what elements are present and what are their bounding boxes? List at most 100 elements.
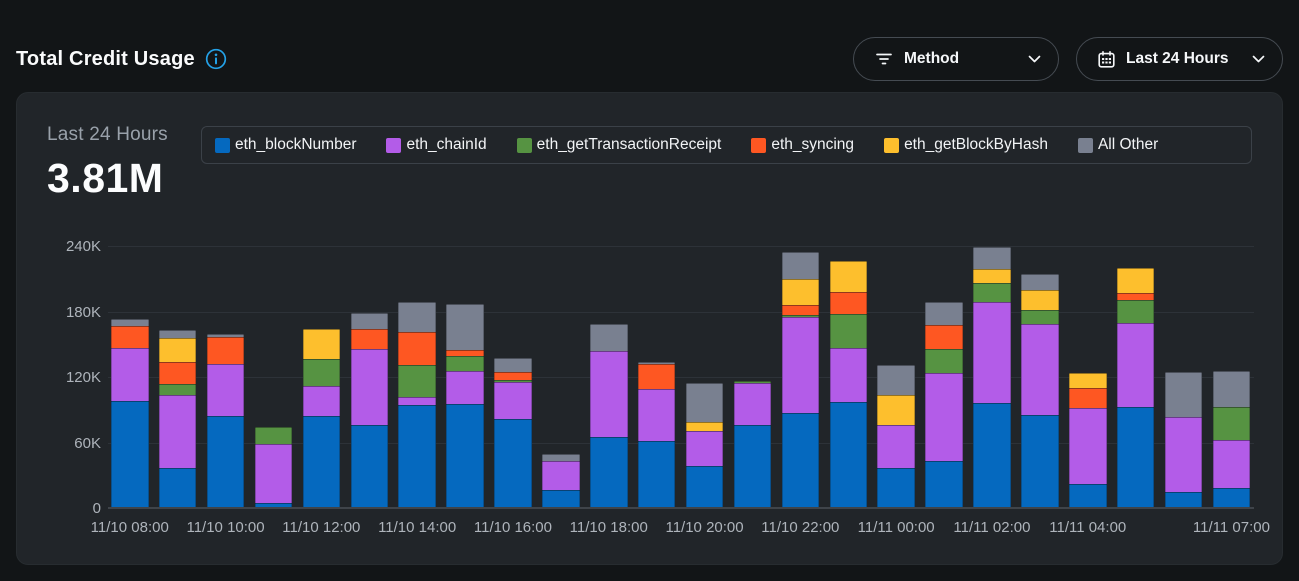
bar-segment-eth-chainId[interactable] <box>590 351 628 437</box>
bar-segment-eth-chainId[interactable] <box>877 425 915 468</box>
bar-segment-eth-getBlockByHash[interactable] <box>158 337 197 362</box>
bar-segment-eth-blockNumber[interactable] <box>1212 488 1251 507</box>
bar-segment-eth-getTransactionReceipt[interactable] <box>158 384 197 396</box>
bar-segment-eth-blockNumber[interactable] <box>111 401 149 507</box>
bar[interactable] <box>637 361 676 507</box>
bar-segment-eth-getTransactionReceipt[interactable] <box>494 379 532 383</box>
bar[interactable] <box>1021 273 1059 507</box>
bar-segment-eth-getBlockByHash[interactable] <box>685 422 724 432</box>
bar-segment-eth-blockNumber[interactable] <box>494 418 532 507</box>
bar-segment-eth-blockNumber[interactable] <box>206 415 245 507</box>
bar-segment-eth-getBlockByHash[interactable] <box>1069 373 1107 389</box>
bar-segment-All Other[interactable] <box>877 364 915 395</box>
bar-segment-All Other[interactable] <box>973 247 1011 270</box>
bar[interactable] <box>685 382 724 507</box>
bar-segment-eth-blockNumber[interactable] <box>1021 414 1059 507</box>
bar-segment-eth-getTransactionReceipt[interactable] <box>1212 407 1251 441</box>
bar[interactable] <box>446 303 484 507</box>
bar-segment-eth-syncing[interactable] <box>781 304 820 315</box>
bar-segment-eth-blockNumber[interactable] <box>158 467 197 507</box>
bar-segment-eth-getBlockByHash[interactable] <box>973 269 1011 284</box>
bar-segment-eth-syncing[interactable] <box>158 361 197 385</box>
bar-segment-eth-chainId[interactable] <box>494 382 532 419</box>
bar-segment-eth-syncing[interactable] <box>1069 388 1107 409</box>
bar-segment-eth-getTransactionReceipt[interactable] <box>781 314 820 317</box>
bar[interactable] <box>350 313 388 507</box>
bar-segment-eth-blockNumber[interactable] <box>637 440 676 507</box>
bar-segment-eth-blockNumber[interactable] <box>1164 491 1203 507</box>
bar-segment-eth-blockNumber[interactable] <box>302 416 341 507</box>
bar-segment-All Other[interactable] <box>542 454 580 461</box>
bar[interactable] <box>111 318 149 507</box>
bar-segment-eth-getTransactionReceipt[interactable] <box>1021 309 1059 325</box>
bar[interactable] <box>877 364 915 507</box>
bar-segment-eth-getBlockByHash[interactable] <box>781 279 820 305</box>
bar-segment-eth-chainId[interactable] <box>781 316 820 414</box>
bar-segment-eth-getBlockByHash[interactable] <box>877 394 915 426</box>
bar-segment-eth-chainId[interactable] <box>398 397 436 405</box>
bar-segment-eth-chainId[interactable] <box>973 302 1011 404</box>
time-range-dropdown[interactable]: Last 24 Hours <box>1076 37 1283 81</box>
bar-segment-eth-syncing[interactable] <box>350 329 388 350</box>
bar-segment-eth-chainId[interactable] <box>685 431 724 466</box>
bar-segment-eth-chainId[interactable] <box>446 371 484 405</box>
bar-segment-All Other[interactable] <box>925 301 963 326</box>
bar-segment-eth-getBlockByHash[interactable] <box>302 329 341 359</box>
bar[interactable] <box>494 358 532 507</box>
bar-segment-All Other[interactable] <box>781 252 820 280</box>
method-dropdown[interactable]: Method <box>853 37 1059 81</box>
bar-segment-eth-chainId[interactable] <box>733 383 772 426</box>
bar-segment-eth-getTransactionReceipt[interactable] <box>398 365 436 398</box>
bar[interactable] <box>1212 371 1251 507</box>
bar[interactable] <box>302 329 341 507</box>
bar-segment-eth-syncing[interactable] <box>1116 293 1155 300</box>
bar-segment-eth-getTransactionReceipt[interactable] <box>925 349 963 373</box>
bar[interactable] <box>1069 373 1107 507</box>
bar-segment-eth-chainId[interactable] <box>829 347 867 402</box>
bar-segment-eth-blockNumber[interactable] <box>925 461 963 507</box>
bar-segment-All Other[interactable] <box>398 302 436 333</box>
bar-segment-eth-getBlockByHash[interactable] <box>1021 289 1059 310</box>
bar-segment-eth-blockNumber[interactable] <box>398 404 436 507</box>
bar-segment-eth-syncing[interactable] <box>446 349 484 357</box>
bar-segment-eth-syncing[interactable] <box>206 337 245 365</box>
bar[interactable] <box>1164 372 1203 507</box>
bar-segment-All Other[interactable] <box>685 382 724 423</box>
bar-segment-eth-chainId[interactable] <box>1212 440 1251 489</box>
bar-segment-eth-chainId[interactable] <box>350 349 388 426</box>
bar-segment-eth-chainId[interactable] <box>254 444 293 503</box>
bar-segment-eth-blockNumber[interactable] <box>781 413 820 507</box>
bar-segment-All Other[interactable] <box>111 318 149 326</box>
bar-segment-eth-chainId[interactable] <box>1069 408 1107 485</box>
bar-segment-eth-blockNumber[interactable] <box>829 401 867 507</box>
bar-segment-eth-chainId[interactable] <box>1116 323 1155 407</box>
info-icon[interactable] <box>205 48 227 70</box>
bar-segment-eth-syncing[interactable] <box>111 325 149 348</box>
bar-segment-eth-chainId[interactable] <box>542 460 580 490</box>
bar-segment-eth-blockNumber[interactable] <box>542 489 580 507</box>
bar-segment-eth-getBlockByHash[interactable] <box>829 261 867 292</box>
bar-segment-All Other[interactable] <box>637 361 676 365</box>
bar-segment-eth-getTransactionReceipt[interactable] <box>302 358 341 387</box>
bar[interactable] <box>158 329 197 507</box>
bar-segment-eth-blockNumber[interactable] <box>590 436 628 507</box>
bar[interactable] <box>1116 267 1155 507</box>
bar-segment-All Other[interactable] <box>1021 273 1059 290</box>
bar-segment-eth-syncing[interactable] <box>829 291 867 315</box>
bar-segment-eth-chainId[interactable] <box>925 372 963 462</box>
bar-segment-eth-chainId[interactable] <box>302 386 341 417</box>
bar-segment-eth-chainId[interactable] <box>637 389 676 441</box>
bar-segment-eth-blockNumber[interactable] <box>446 404 484 507</box>
bar-segment-eth-blockNumber[interactable] <box>254 502 293 507</box>
bar-segment-All Other[interactable] <box>1164 372 1203 417</box>
bar-segment-eth-getTransactionReceipt[interactable] <box>829 314 867 348</box>
bar-segment-eth-blockNumber[interactable] <box>1116 406 1155 507</box>
bar[interactable] <box>398 302 436 507</box>
bar-segment-eth-blockNumber[interactable] <box>973 403 1011 507</box>
bar-segment-eth-syncing[interactable] <box>925 325 963 350</box>
bar-segment-eth-getTransactionReceipt[interactable] <box>973 283 1011 303</box>
bar-segment-eth-getTransactionReceipt[interactable] <box>446 356 484 372</box>
bar[interactable] <box>590 323 628 507</box>
bar-segment-eth-getTransactionReceipt[interactable] <box>733 380 772 384</box>
bar[interactable] <box>733 380 772 507</box>
